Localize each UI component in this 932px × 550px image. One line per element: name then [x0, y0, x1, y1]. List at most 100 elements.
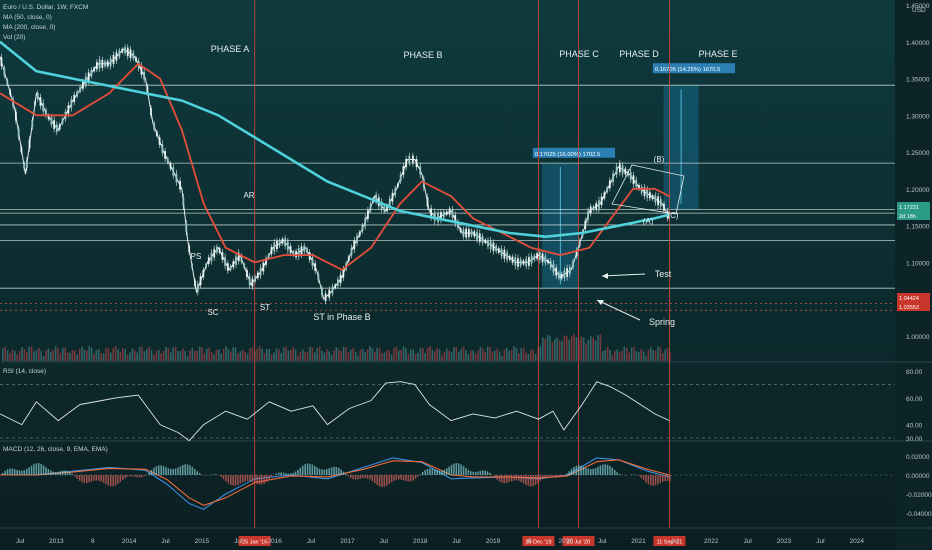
- macd-histogram-bar: [54, 471, 57, 475]
- volume-bar: [275, 348, 278, 361]
- volume-bar: [395, 346, 398, 361]
- macd-histogram-bar: [434, 469, 436, 475]
- volume-bar: [134, 350, 136, 361]
- volume-bar: [587, 339, 590, 361]
- candle-body: [584, 220, 587, 229]
- candle-body: [216, 246, 218, 253]
- macd-histogram-bar: [318, 468, 321, 475]
- macd-histogram-bar: [16, 469, 18, 475]
- macd-histogram-bar: [371, 475, 374, 482]
- rsi-title: RSI (14, close): [3, 368, 46, 375]
- macd-histogram-bar: [489, 472, 491, 475]
- volume-bar: [290, 350, 292, 361]
- candle-body: [308, 252, 311, 260]
- macd-histogram-bar: [398, 475, 400, 480]
- volume-bar: [551, 342, 554, 361]
- candle-body: [246, 269, 248, 278]
- volume-bar: [522, 347, 525, 361]
- macd-histogram-bar: [66, 470, 69, 475]
- volume-bar: [143, 351, 146, 361]
- macd-histogram-bar: [522, 475, 525, 484]
- volume-bar: [611, 355, 614, 361]
- candle-body: [454, 214, 457, 224]
- macd-histogram-bar: [450, 464, 453, 475]
- volume-bar: [9, 353, 11, 361]
- volume-bar: [330, 355, 333, 361]
- volume-bar: [26, 351, 28, 361]
- volume-bar: [347, 352, 350, 361]
- candle-body: [555, 267, 558, 276]
- macd-histogram-bar: [23, 470, 26, 475]
- macd-histogram-bar: [570, 468, 573, 475]
- candle-body: [300, 246, 303, 255]
- candle-body: [353, 240, 356, 250]
- volume-bar: [402, 346, 405, 361]
- annotation-label: PHASE D: [619, 49, 659, 59]
- macd-histogram-bar: [71, 473, 74, 475]
- volume-bar: [573, 334, 575, 361]
- macd-histogram-bar: [95, 475, 98, 481]
- candle-body: [383, 206, 386, 212]
- volume-bar: [306, 351, 309, 361]
- macd-histogram-bar: [45, 467, 47, 475]
- macd-signal-line: [0, 459, 670, 506]
- macd-histogram-bar: [410, 475, 412, 482]
- annotation-label: PHASE A: [211, 44, 250, 54]
- candle-body: [240, 255, 243, 262]
- volume-bar: [122, 347, 124, 361]
- volume-bar: [640, 349, 642, 361]
- macd-histogram-bar: [35, 463, 38, 475]
- macd-histogram-bar: [345, 474, 347, 475]
- macd-histogram-bar: [134, 475, 136, 477]
- candle-body: [314, 263, 317, 271]
- volume-bar: [556, 337, 558, 361]
- volume-bar: [110, 352, 112, 361]
- volume-bar: [630, 347, 633, 361]
- candle-body: [61, 118, 64, 124]
- volume-bar: [650, 347, 652, 361]
- candle-body: [476, 231, 478, 240]
- candle-body: [503, 249, 506, 259]
- price-label: 1.17231: [899, 205, 919, 211]
- macd-histogram-bar: [378, 475, 381, 487]
- time-tick-label: 8: [91, 538, 95, 545]
- macd-histogram-bar: [220, 475, 222, 478]
- time-tick-label: Jul: [380, 538, 389, 545]
- macd-histogram-bar: [102, 475, 105, 483]
- candle-body: [12, 99, 14, 107]
- macd-histogram-bar: [256, 475, 258, 484]
- volume-bar: [340, 351, 342, 361]
- volume-bar: [453, 346, 455, 361]
- time-tick-label: Jul: [161, 538, 170, 545]
- volume-bar: [14, 350, 16, 361]
- volume-bar: [251, 347, 254, 361]
- macd-histogram-bar: [124, 475, 126, 479]
- candle-body: [213, 249, 216, 258]
- test-arrow: [601, 273, 646, 277]
- volume-bar: [23, 349, 26, 361]
- price-tick-label: 1.45000: [906, 3, 930, 10]
- macd-histogram-bar: [623, 475, 626, 476]
- volume-bar: [381, 352, 383, 361]
- volume-bar: [527, 353, 530, 361]
- volume-bar: [69, 352, 71, 361]
- axis-layer: 1.45000 1.40000 1.35000 1.30000 1.25000 1.200…: [16, 3, 932, 545]
- macd-histogram-bar: [455, 463, 458, 475]
- macd-histogram-bar: [513, 475, 515, 481]
- candle-body: [412, 155, 414, 164]
- volume-bar: [431, 349, 434, 361]
- macd-histogram-bar: [88, 475, 90, 483]
- volume-bar: [321, 350, 323, 361]
- macd-histogram-bar: [285, 473, 287, 475]
- volume-bar: [179, 351, 182, 361]
- volume-bar: [580, 336, 582, 361]
- date-tag: 30 Dec '19: [525, 540, 551, 546]
- macd-histogram-bar: [446, 468, 448, 475]
- macd-histogram-bar: [294, 471, 297, 475]
- macd-histogram-bar: [477, 471, 479, 475]
- macd-histogram-bar: [174, 468, 177, 475]
- candle-body: [306, 248, 308, 253]
- candle-body: [547, 259, 549, 264]
- volume-bar: [585, 343, 587, 361]
